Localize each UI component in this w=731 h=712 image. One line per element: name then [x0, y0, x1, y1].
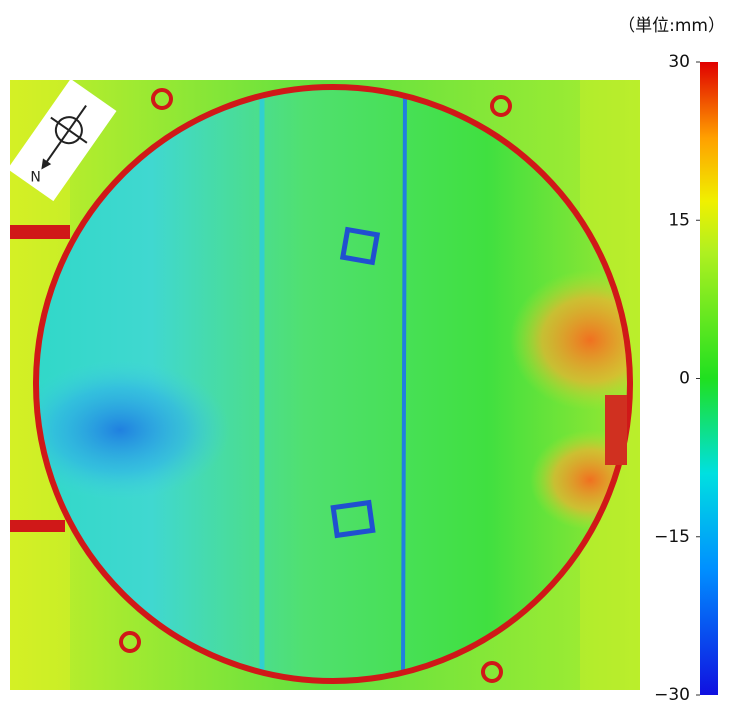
- tank-rim: [33, 84, 633, 684]
- compass: N: [7, 78, 117, 202]
- colorbar-ticks: 30 15 0 −15 −30: [654, 52, 700, 705]
- tick-label: 30: [668, 52, 690, 72]
- tick-label: 15: [668, 210, 690, 230]
- unit-label: （単位:mm）: [618, 16, 725, 36]
- colorbar: [700, 62, 718, 695]
- deviation-map: N: [7, 78, 640, 690]
- compass-label: N: [30, 170, 40, 186]
- tick-label: −15: [654, 527, 690, 547]
- tick-label: 0: [679, 369, 690, 389]
- tick-label: −30: [654, 685, 690, 705]
